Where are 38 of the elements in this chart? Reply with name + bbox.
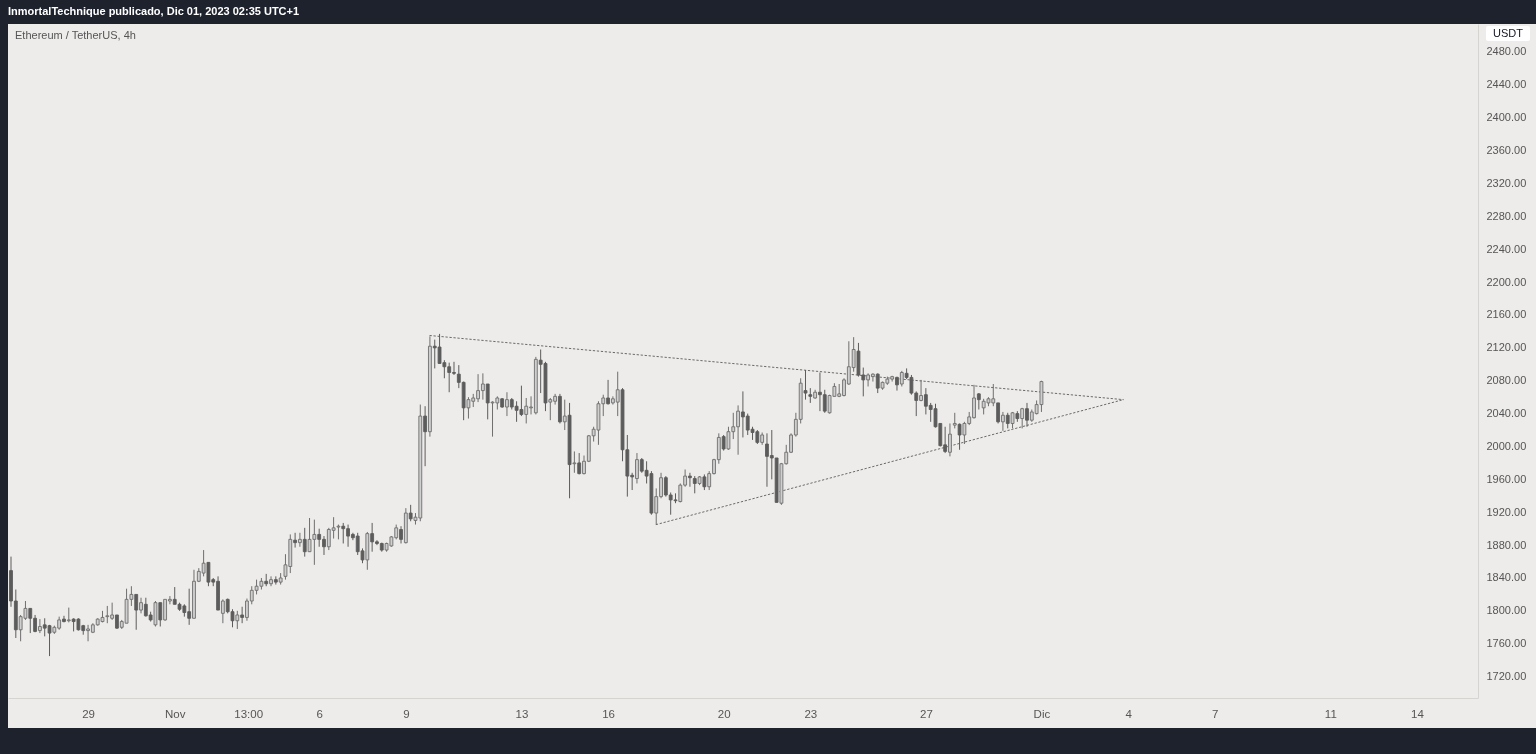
y-tick-label: 2440.00 <box>1486 78 1527 91</box>
x-tick-label: Dic <box>1033 707 1051 720</box>
x-tick-label: 13:00 <box>234 707 264 720</box>
x-tick-label: 23 <box>804 707 818 720</box>
x-tick-label: 11 <box>1324 707 1337 720</box>
y-tick-label: 2160.00 <box>1486 308 1527 321</box>
chart-title: Ethereum / TetherUS, 4h <box>15 29 136 41</box>
y-tick-label: 2040.00 <box>1486 407 1527 420</box>
y-tick-label: 2000.00 <box>1486 439 1527 452</box>
x-tick-label: 13 <box>515 707 529 720</box>
x-tick-label: 27 <box>919 707 933 720</box>
y-tick-label: 2360.00 <box>1486 144 1527 157</box>
text: InmortalTechnique publicado, Dic 01, 2023 02:35 UTC+1 <box>8 5 300 17</box>
x-tick-label: 16 <box>602 707 615 720</box>
x-tick-label: 6 <box>316 707 323 720</box>
y-tick-label: 1920.00 <box>1486 505 1527 518</box>
y-tick-label: 2320.00 <box>1486 176 1527 189</box>
x-tick-label: 20 <box>717 707 731 720</box>
y-tick-label: 1960.00 <box>1486 472 1527 485</box>
y-tick-label: 2080.00 <box>1486 374 1527 387</box>
y-tick-label: 2400.00 <box>1486 111 1527 124</box>
y-tick-label: 2200.00 <box>1486 275 1527 288</box>
y-tick-label: 1720.00 <box>1486 670 1527 683</box>
y-tick-label: 2280.00 <box>1486 209 1527 222</box>
x-tick-label: 4 <box>1125 707 1133 720</box>
x-tick-label: 7 <box>1212 707 1219 720</box>
y-tick-label: 1880.00 <box>1486 538 1527 551</box>
y-axis-title: USDT <box>1486 26 1530 41</box>
y-tick-label: 1760.00 <box>1486 637 1527 650</box>
y-tick-label: 2120.00 <box>1486 341 1527 354</box>
x-tick-label: 9 <box>403 707 410 720</box>
y-tick-label: 2480.00 <box>1486 45 1527 58</box>
x-tick-label: 14 <box>1411 707 1425 720</box>
y-tick-label: 1800.00 <box>1486 604 1527 617</box>
y-tick-label: 1840.00 <box>1486 571 1527 584</box>
x-tick-label: Nov <box>165 707 186 720</box>
x-tick-label: 29 <box>82 707 95 720</box>
y-tick-label: 2240.00 <box>1486 242 1527 255</box>
